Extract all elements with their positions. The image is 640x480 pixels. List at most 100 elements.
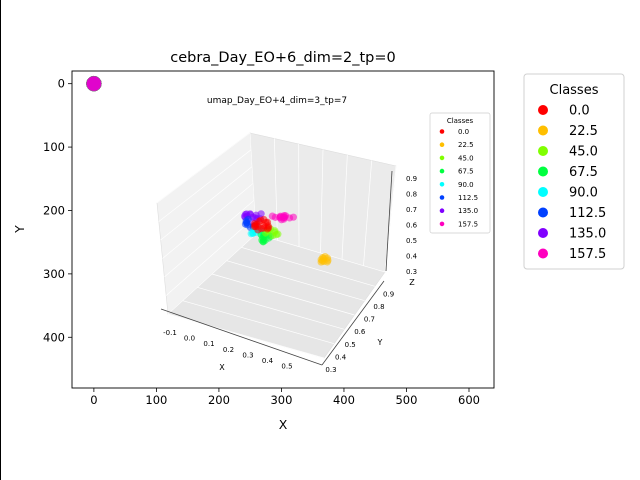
scatter-point-157.5 bbox=[86, 75, 102, 92]
y-axis: 0 100 200 300 400 bbox=[43, 77, 72, 344]
scatter-points bbox=[86, 75, 102, 92]
legend-label: 67.5 bbox=[569, 165, 598, 180]
inset-legend-label: 135.0 bbox=[458, 207, 478, 215]
inset-legend-label: 112.5 bbox=[458, 194, 478, 202]
inset-point bbox=[289, 213, 298, 221]
legend-marker bbox=[538, 166, 548, 177]
x-tick-label: 600 bbox=[458, 393, 480, 407]
inset-gridline bbox=[165, 216, 256, 296]
plot-area bbox=[71, 70, 495, 389]
inset-point bbox=[317, 258, 325, 266]
inset-gridline bbox=[158, 149, 252, 222]
inset-gridline bbox=[160, 166, 253, 241]
inset-z-tick-label: 0.7 bbox=[406, 206, 417, 214]
inset-legend-marker bbox=[439, 182, 445, 187]
inset-x-tick-label: 0.4 bbox=[262, 357, 274, 365]
inset-x-label: X bbox=[219, 363, 225, 372]
legend-label: 90.0 bbox=[569, 186, 598, 201]
legend-label: 45.0 bbox=[569, 145, 598, 160]
legend-entries: 0.0 22.5 45.0 67.5 90.0 112.5 135.0 157.5 bbox=[538, 104, 606, 262]
inset-3d-plot: umap_Day_EO+4_dim=3_tp=7 -0.1 0.0 0.1 0.2 0.… bbox=[156, 96, 491, 374]
legend-marker bbox=[538, 248, 548, 259]
inset-gridline bbox=[211, 273, 355, 316]
inset-y-ticks: 0.3 0.4 0.5 0.6 0.7 0.8 0.9 bbox=[325, 290, 394, 374]
inset-point bbox=[252, 211, 260, 219]
legend-box bbox=[523, 73, 625, 270]
inset-legend-marker bbox=[439, 155, 445, 161]
inset-z-tick-label: 0.3 bbox=[406, 268, 417, 276]
inset-x-tick-label: 0.2 bbox=[223, 346, 234, 354]
inset-gridline bbox=[320, 149, 324, 254]
inset-legend-label: 0.0 bbox=[458, 128, 469, 136]
legend-marker bbox=[538, 228, 548, 238]
legend-title: Classes bbox=[550, 83, 599, 98]
inset-x-tick-label: 0.5 bbox=[281, 363, 292, 371]
inset-z-tick-label: 0.5 bbox=[406, 237, 417, 245]
x-tick-label: 400 bbox=[333, 393, 355, 407]
inset-gridline bbox=[241, 246, 375, 287]
inset-legend-marker bbox=[439, 168, 445, 174]
inset-point bbox=[263, 225, 272, 233]
inset-point bbox=[251, 221, 259, 229]
inset-gridline bbox=[255, 233, 386, 273]
inset-y-label: Y bbox=[377, 338, 383, 347]
inset-gridline bbox=[162, 183, 254, 259]
legend-label: 135.0 bbox=[569, 227, 606, 242]
inset-gridline bbox=[164, 200, 255, 278]
inset-y-tick-label: 0.6 bbox=[354, 328, 366, 336]
legend-marker bbox=[538, 187, 548, 197]
inset-y-tick-label: 0.5 bbox=[345, 341, 356, 349]
inset-y-tick-label: 0.9 bbox=[383, 290, 394, 298]
inset-y-tick-label: 0.3 bbox=[325, 366, 336, 374]
inset-legend-title: Classes bbox=[447, 117, 474, 125]
inset-y-tick-label: 0.7 bbox=[364, 316, 375, 324]
legend-label: 22.5 bbox=[569, 124, 598, 139]
x-tick-label: 0 bbox=[90, 393, 97, 407]
inset-point-clusters bbox=[240, 210, 332, 266]
legend-label: 0.0 bbox=[569, 104, 590, 119]
inset-z-ticks: 0.3 0.4 0.5 0.6 0.7 0.8 0.9 bbox=[406, 175, 418, 276]
inset-y-tick-label: 0.4 bbox=[335, 353, 347, 361]
inset-x-tick-label: -0.1 bbox=[163, 329, 177, 337]
inset-z-tick-label: 0.8 bbox=[406, 191, 417, 199]
y-tick-label: 400 bbox=[43, 330, 65, 344]
legend-marker bbox=[538, 125, 548, 136]
inset-point bbox=[323, 258, 331, 266]
inset-legend-marker bbox=[439, 195, 445, 200]
x-tick-label: 200 bbox=[208, 393, 230, 407]
inset-z-tick-label: 0.4 bbox=[406, 253, 418, 261]
inset-point bbox=[271, 213, 279, 221]
y-tick-label: 200 bbox=[43, 203, 65, 217]
inset-gridline bbox=[273, 138, 278, 241]
inset-legend-marker bbox=[439, 208, 445, 213]
inset-legend-marker bbox=[439, 129, 445, 134]
inset-gridline bbox=[156, 132, 251, 204]
legend-label: 112.5 bbox=[569, 206, 606, 221]
inset-legend-marker bbox=[439, 221, 445, 227]
inset-z-tick-label: 0.6 bbox=[406, 222, 418, 230]
y-tick-label: 0 bbox=[58, 77, 65, 91]
inset-x-tick-label: 0.1 bbox=[203, 340, 214, 348]
inset-point bbox=[260, 215, 268, 224]
inset-gridline bbox=[167, 233, 257, 315]
y-axis-label: Y bbox=[12, 225, 27, 234]
inset-legend-box bbox=[429, 112, 491, 234]
x-tick-label: 100 bbox=[145, 393, 167, 407]
x-tick-label: 300 bbox=[270, 393, 292, 407]
legend-label: 157.5 bbox=[569, 247, 606, 262]
inset-legend-entries: 0.0 22.5 45.0 67.5 90.0 112.5 135.0 157.5 bbox=[439, 128, 478, 228]
x-axis: 0 100 200 300 400 500 600 bbox=[90, 388, 480, 407]
inset-legend-label: 157.5 bbox=[458, 220, 478, 228]
legend-marker bbox=[538, 146, 548, 156]
inset-x-ticks: -0.1 0.0 0.1 0.2 0.3 0.4 0.5 bbox=[163, 329, 292, 371]
inset-z-tick-label: 0.9 bbox=[406, 175, 417, 183]
chart-title: cebra_Day_EO+6_dim=2_tp=0 bbox=[170, 50, 396, 66]
inset-legend-label: 90.0 bbox=[458, 181, 474, 189]
inset-legend-label: 45.0 bbox=[458, 154, 474, 162]
inset-legend-label: 67.5 bbox=[458, 168, 474, 176]
inset-legend-label: 22.5 bbox=[458, 141, 474, 149]
x-axis-label: X bbox=[279, 417, 288, 432]
y-tick-label: 300 bbox=[43, 267, 65, 281]
inset-gridline bbox=[182, 300, 335, 345]
